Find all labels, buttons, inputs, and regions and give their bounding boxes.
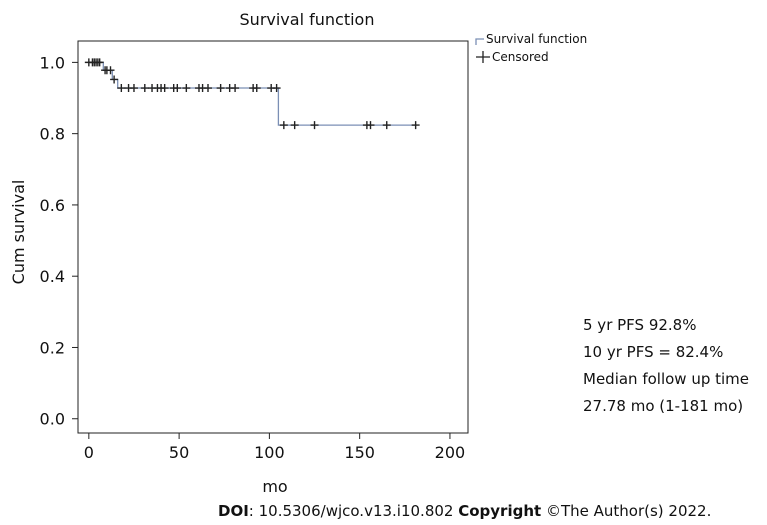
censored-marker (140, 84, 149, 93)
doi-value: : 10.5306/wjco.v13.i10.802 (248, 502, 459, 520)
statistics-notes: 5 yr PFS 92.8% 10 yr PFS = 82.4% Median … (583, 312, 749, 420)
censored-marker (366, 121, 375, 130)
censored-marker (310, 121, 319, 130)
censored-marker (129, 84, 138, 93)
y-tick-label: 0.8 (40, 125, 65, 144)
y-tick-label: 0.2 (40, 338, 65, 357)
notes-five-year-pfs: 5 yr PFS 92.8% (583, 316, 697, 334)
censored-marker (160, 84, 169, 93)
notes-median-follow-up: Median follow up time (583, 370, 750, 388)
censored-marker (411, 121, 420, 130)
legend-survival-label: Survival function (486, 32, 587, 46)
series-layer (84, 58, 420, 130)
x-tick-label: 0 (84, 443, 94, 462)
legend: Survival function Censored (475, 32, 587, 64)
citation-footer: DOI: 10.5306/wjco.v13.i10.802 Copyright … (218, 502, 711, 520)
censored-marker (204, 84, 212, 93)
censored-marker (95, 58, 104, 67)
x-tick-label: 200 (435, 443, 466, 462)
censored-marker (272, 84, 281, 93)
chart-title: Survival function (240, 10, 375, 29)
y-tick-label: 0.0 (40, 410, 65, 429)
copyright-value: ©The Author(s) 2022. (541, 502, 712, 520)
y-tick-label: 1.0 (40, 53, 65, 72)
censored-marker (382, 121, 391, 130)
x-tick-label: 150 (344, 443, 375, 462)
x-tick-label: 50 (169, 443, 189, 462)
legend-censored-swatch (476, 51, 490, 63)
plot-area (77, 40, 469, 434)
censored-marker (231, 84, 240, 93)
censored-marker (173, 84, 182, 93)
legend-censored-label: Censored (492, 50, 549, 64)
doi-label: DOI (218, 502, 249, 520)
x-axis-label: mo (262, 477, 287, 496)
y-tick-label: 0.4 (40, 267, 65, 286)
censored-marker (290, 121, 299, 130)
censored-marker (216, 84, 225, 93)
x-axis: 0 50 100 150 200 (84, 433, 465, 462)
notes-follow-up-range: 27.78 mo (1-181 mo) (583, 397, 744, 415)
survival-function-line (88, 61, 416, 126)
y-tick-label: 0.6 (40, 196, 65, 215)
legend-survival-swatch (475, 38, 484, 45)
copyright-label: Copyright (458, 502, 542, 520)
x-tick-label: 100 (254, 443, 285, 462)
y-axis: 0.0 0.2 0.4 0.6 0.8 1.0 (40, 53, 78, 429)
notes-ten-year-pfs: 10 yr PFS = 82.4% (583, 343, 724, 361)
censored-marker (182, 84, 191, 93)
censored-marker (110, 75, 119, 84)
censored-marker (279, 121, 288, 130)
y-axis-label: Cum survival (9, 180, 28, 285)
censored-marker (106, 66, 115, 75)
censored-marker (117, 84, 126, 93)
censored-marker (252, 84, 261, 93)
